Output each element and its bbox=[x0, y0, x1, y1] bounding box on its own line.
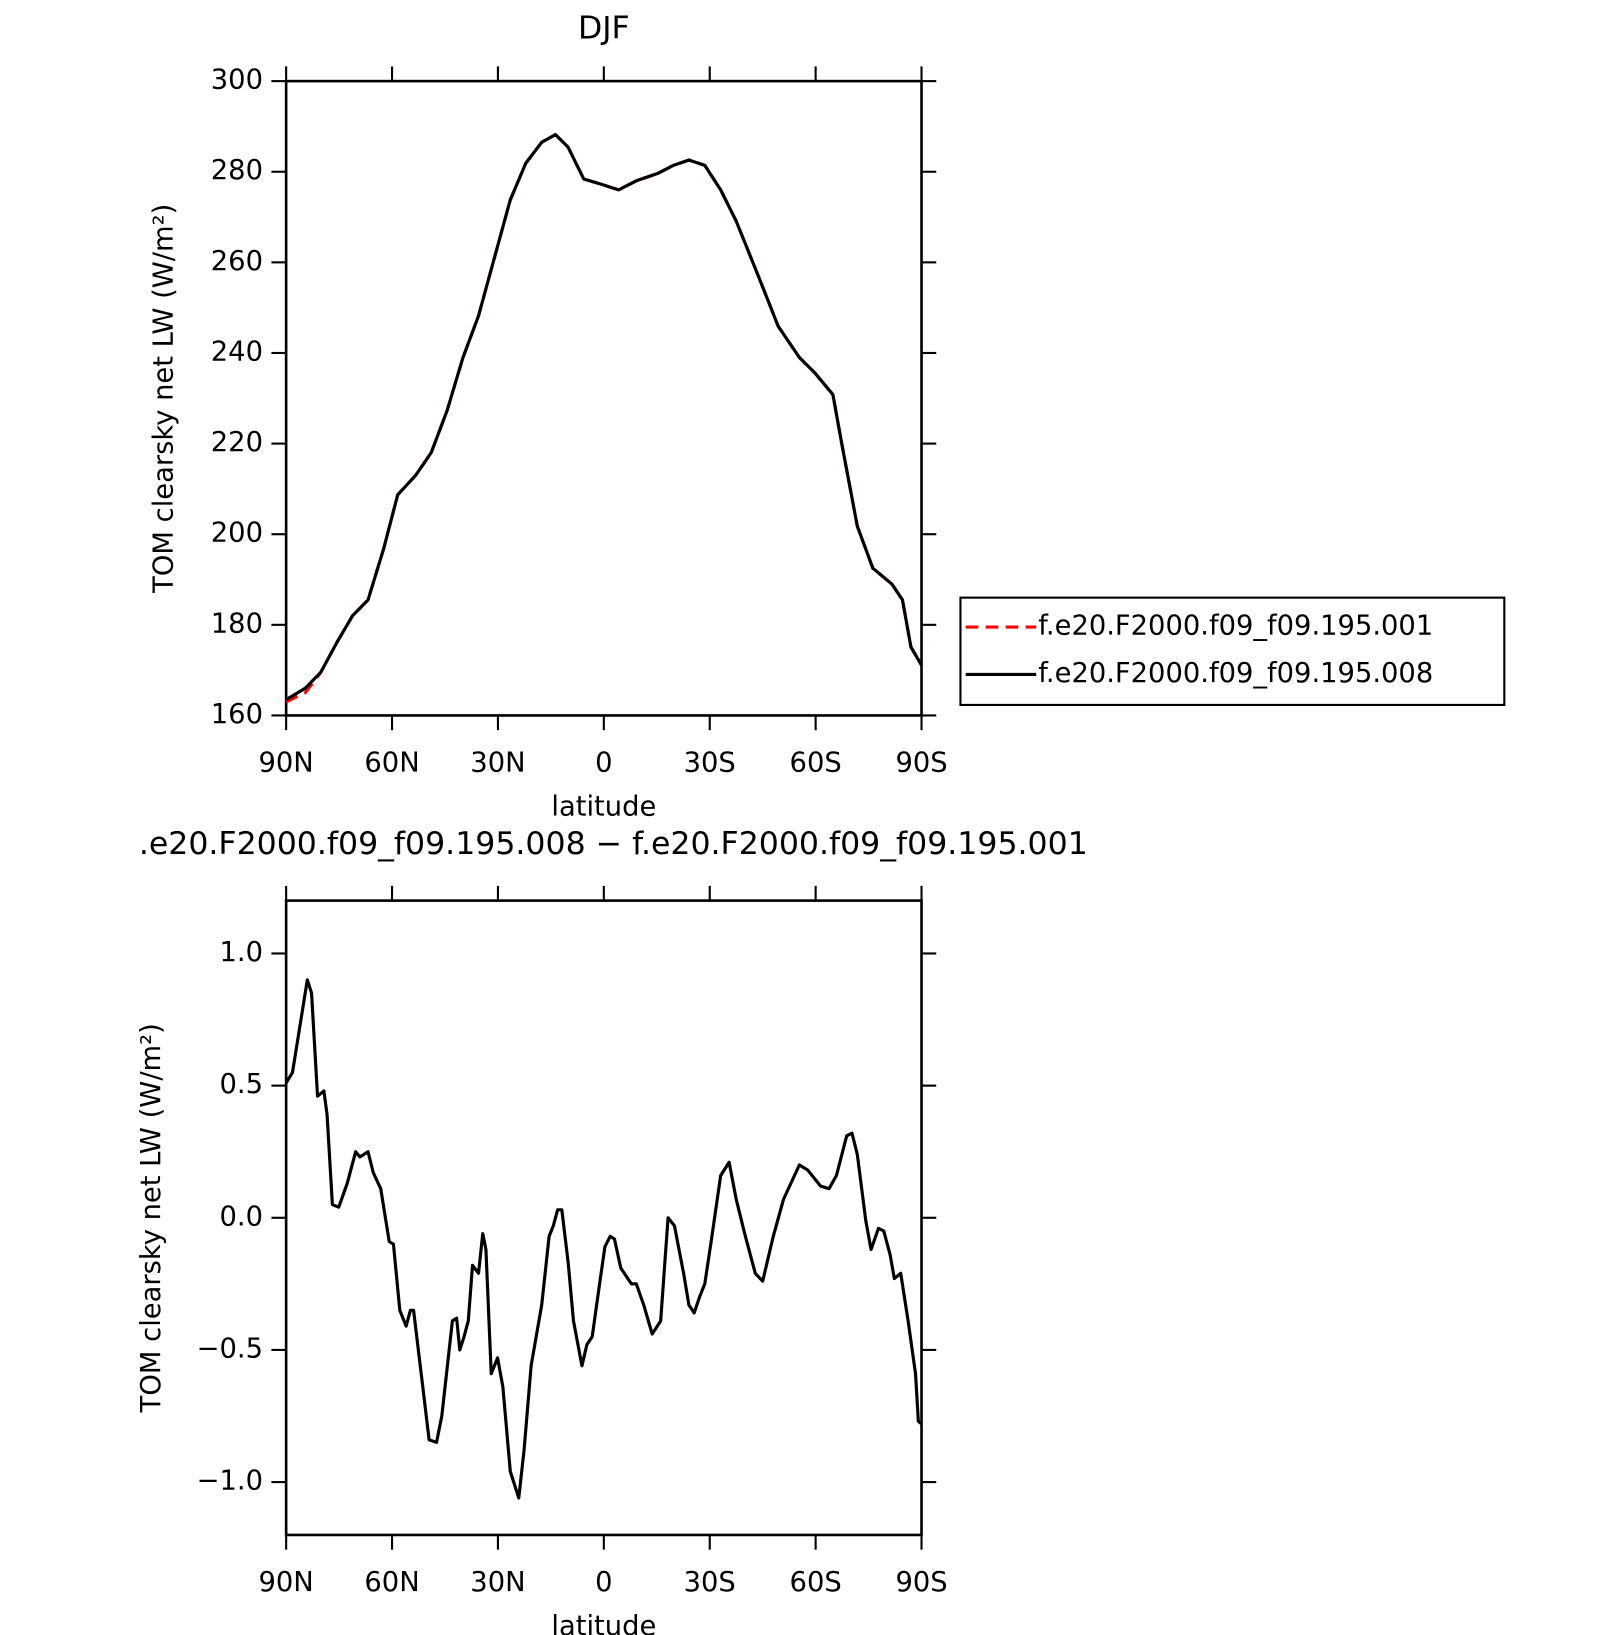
y-tick-label: 300 bbox=[211, 65, 263, 96]
legend-label: f.e20.F2000.f09_f09.195.008 bbox=[1038, 658, 1433, 689]
x-tick-label: 30S bbox=[684, 747, 736, 778]
x-tick-label: 0 bbox=[595, 1567, 612, 1598]
y-tick-label: 260 bbox=[211, 246, 263, 277]
x-tick-label: 90N bbox=[259, 1567, 314, 1598]
y-tick-label: 0.0 bbox=[219, 1201, 263, 1232]
y-tick-label: 0.5 bbox=[219, 1069, 263, 1100]
chart-title: DJF bbox=[578, 11, 630, 47]
x-tick-label: 30S bbox=[684, 1567, 736, 1598]
x-tick-label: 0 bbox=[595, 747, 612, 778]
x-tick-label: 30N bbox=[470, 747, 525, 778]
x-tick-label: 60N bbox=[364, 747, 419, 778]
x-tick-label: 30N bbox=[470, 1567, 525, 1598]
data-line bbox=[285, 133, 923, 704]
x-tick-label: 90S bbox=[895, 747, 947, 778]
y-tick-label: 160 bbox=[211, 699, 263, 730]
y-tick-label: 1.0 bbox=[219, 937, 263, 968]
legend-box bbox=[959, 596, 1506, 706]
data-line bbox=[285, 133, 923, 701]
data-line bbox=[284, 978, 923, 1500]
plot-frame bbox=[284, 79, 923, 717]
x-tick-label: 60N bbox=[364, 1567, 419, 1598]
legend-label: f.e20.F2000.f09_f09.195.001 bbox=[1038, 611, 1433, 642]
y-tick-label: 180 bbox=[211, 608, 263, 639]
plot-frame bbox=[284, 899, 923, 1537]
y-tick-label: −1.0 bbox=[197, 1466, 263, 1497]
y-axis-label: TOM clearsky net LW (W/m²) bbox=[136, 1023, 167, 1413]
x-axis-label: latitude bbox=[551, 792, 656, 823]
y-tick-label: 200 bbox=[211, 518, 263, 549]
y-tick-label: −0.5 bbox=[197, 1333, 263, 1364]
y-tick-label: 280 bbox=[211, 155, 263, 186]
x-axis-label: latitude bbox=[551, 1611, 656, 1635]
x-tick-label: 90N bbox=[259, 747, 314, 778]
x-tick-label: 60S bbox=[790, 747, 842, 778]
y-axis-label: TOM clearsky net LW (W/m²) bbox=[149, 204, 180, 594]
y-tick-label: 240 bbox=[211, 336, 263, 367]
x-tick-label: 90S bbox=[895, 1567, 947, 1598]
y-tick-label: 220 bbox=[211, 427, 263, 458]
chart-title: .e20.F2000.f09_f09.195.008 − f.e20.F2000… bbox=[139, 826, 1088, 862]
x-tick-label: 60S bbox=[790, 1567, 842, 1598]
